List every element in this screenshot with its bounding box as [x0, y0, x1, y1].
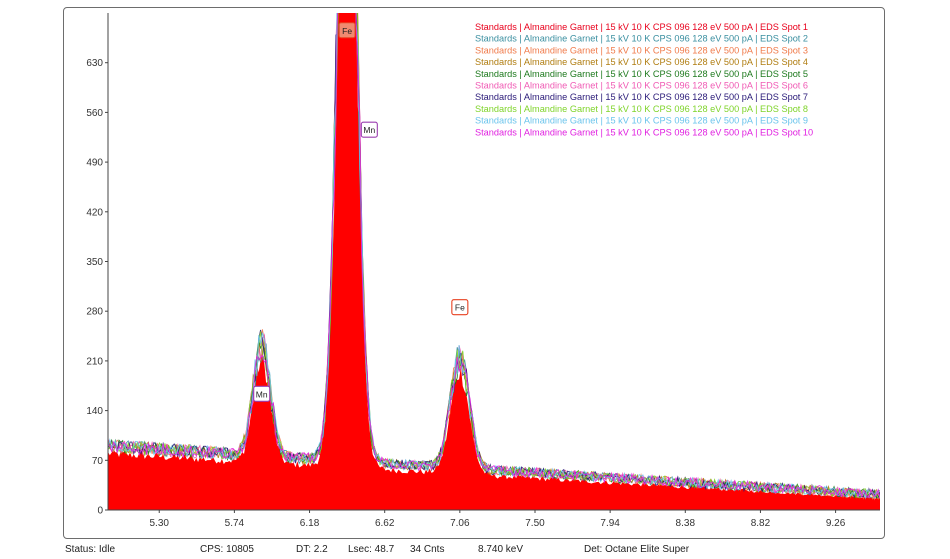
legend-entry-spot-5: Standards | Almandine Garnet | 15 kV 10 … — [475, 69, 808, 79]
peak-label-box — [338, 22, 356, 39]
x-tick-label: 6.18 — [300, 518, 320, 529]
peak-label-box — [451, 299, 469, 316]
dead-time-readout: DT: 2.2 — [296, 544, 328, 555]
chart-legend: Standards | Almandine Garnet | 15 kV 10 … — [475, 22, 813, 137]
peak-labels: Mn Fe Mn Fe — [253, 22, 469, 402]
spectrum-line-spot-6 — [108, 13, 880, 501]
spectrum-chart: 0 70 140 210 280 350 420 490 560 630 5.30 5.74 6.18 6… — [86, 13, 880, 529]
y-tick-label: 70 — [92, 456, 104, 467]
peak-label-box — [253, 385, 271, 402]
y-tick-label: 560 — [86, 108, 103, 119]
y-tick-label: 280 — [86, 307, 103, 318]
y-tick-label: 0 — [97, 506, 103, 517]
y-tick-label: 350 — [86, 257, 103, 268]
peak-label-text: Fe — [455, 303, 465, 313]
status-text: Status: Idle — [65, 544, 116, 555]
counts-readout: 34 Cnts — [410, 544, 445, 555]
live-seconds-readout: Lsec: 48.7 — [348, 544, 395, 555]
y-tick-label: 140 — [86, 406, 103, 417]
legend-entry-spot-3: Standards | Almandine Garnet | 15 kV 10 … — [475, 45, 808, 55]
y-tick-label: 420 — [86, 207, 103, 218]
status-bar: Status: Idle CPS: 10805 DT: 2.2 Lsec: 48… — [0, 541, 950, 559]
x-tick-label: 7.50 — [525, 518, 545, 529]
peak-label-box — [360, 121, 378, 138]
x-tick-label: 8.38 — [676, 518, 696, 529]
legend-entry-spot-7: Standards | Almandine Garnet | 15 kV 10 … — [475, 92, 808, 102]
x-tick-label: 7.94 — [600, 518, 620, 529]
y-tick-label: 630 — [86, 58, 103, 69]
peak-label-fe: Fe — [338, 22, 356, 39]
x-tick-label: 5.30 — [150, 518, 170, 529]
peak-label-mn: Mn — [253, 385, 271, 402]
detector-readout: Det: Octane Elite Super — [584, 544, 690, 555]
y-tick-label: 490 — [86, 158, 103, 169]
legend-entry-spot-6: Standards | Almandine Garnet | 15 kV 10 … — [475, 81, 808, 91]
legend-entry-spot-9: Standards | Almandine Garnet | 15 kV 10 … — [475, 116, 808, 126]
peak-label-mn: Mn — [360, 121, 378, 138]
x-tick-label: 9.26 — [826, 518, 846, 529]
legend-entry-spot-8: Standards | Almandine Garnet | 15 kV 10 … — [475, 104, 808, 114]
spectrum-series — [108, 13, 880, 510]
legend-entry-spot-10: Standards | Almandine Garnet | 15 kV 10 … — [475, 127, 813, 137]
chart-axes: 0 70 140 210 280 350 420 490 560 630 5.30 5.74 6.18 6… — [86, 13, 880, 529]
spectrum-line-spot-9 — [108, 13, 880, 500]
cps-readout: CPS: 10805 — [200, 544, 254, 555]
peak-label-text: Mn — [256, 389, 268, 399]
x-tick-label: 6.62 — [375, 518, 395, 529]
peak-label-text: Fe — [342, 26, 352, 36]
y-tick-label: 210 — [86, 356, 103, 367]
peak-label-text: Mn — [363, 125, 375, 135]
legend-entry-spot-2: Standards | Almandine Garnet | 15 kV 10 … — [475, 34, 808, 44]
x-tick-label: 7.06 — [450, 518, 470, 529]
peak-label-fe: Fe — [451, 299, 469, 316]
legend-entry-spot-1: Standards | Almandine Garnet | 15 kV 10 … — [475, 22, 808, 32]
spectrum-fill-area — [108, 13, 880, 510]
x-tick-label: 5.74 — [225, 518, 245, 529]
x-tick-label: 8.82 — [751, 518, 771, 529]
legend-entry-spot-4: Standards | Almandine Garnet | 15 kV 10 … — [475, 57, 808, 67]
energy-readout: 8.740 keV — [478, 544, 524, 555]
spectrum-chart-frame: 0 70 140 210 280 350 420 490 560 630 5.30 5.74 6.18 6… — [63, 7, 885, 539]
spectrum-line-spot-10 — [108, 13, 880, 499]
